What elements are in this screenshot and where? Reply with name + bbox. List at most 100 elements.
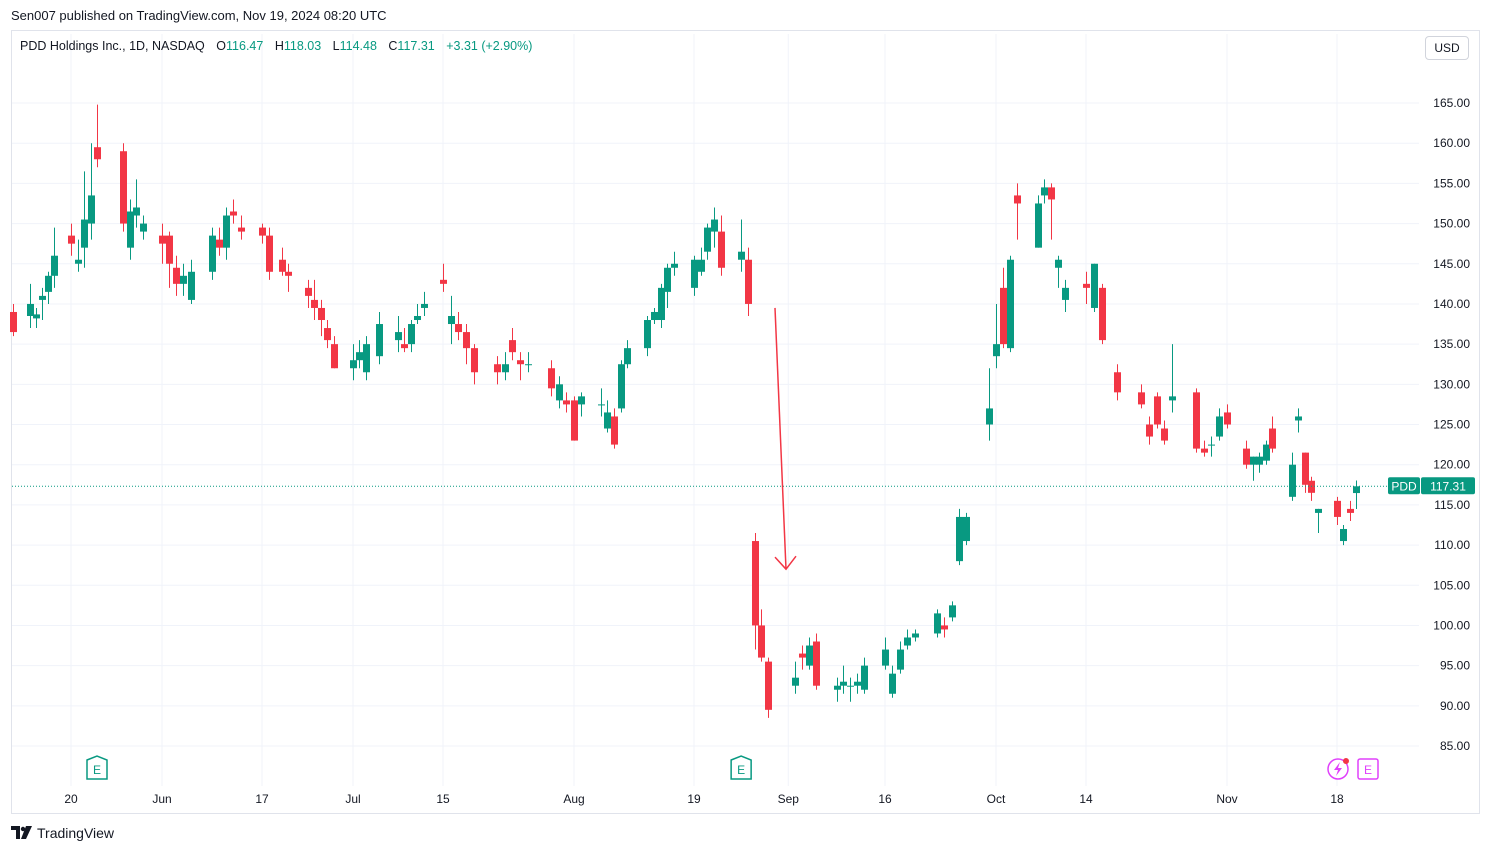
candles <box>10 104 1360 718</box>
candle <box>1035 195 1042 248</box>
earnings-marker-label: E <box>737 763 745 777</box>
candle-body <box>1161 428 1168 441</box>
candle <box>604 400 611 433</box>
candle <box>285 263 292 292</box>
candle <box>1014 183 1021 240</box>
price-tick-label: 120.00 <box>1433 458 1470 472</box>
candle <box>758 609 765 662</box>
candle <box>1347 500 1354 521</box>
candle <box>658 283 665 329</box>
candle <box>133 179 140 228</box>
high-label: H <box>274 39 284 53</box>
candle <box>1353 480 1360 510</box>
upcoming-events[interactable]: E <box>1327 758 1379 780</box>
candle <box>1154 392 1161 429</box>
flash-icon-dot <box>1343 758 1349 764</box>
tradingview-logo-icon <box>11 826 32 839</box>
upcoming-earnings-marker[interactable]: E <box>1357 758 1379 780</box>
last-price-tag[interactable]: PDD 117.31 <box>1388 477 1475 495</box>
candle-body <box>624 348 631 365</box>
price-tick-label: 165.00 <box>1433 96 1470 110</box>
symbol-legend[interactable]: PDD Holdings Inc., 1D, NASDAQ O116.47 H1… <box>20 39 532 53</box>
candle-body <box>209 235 216 272</box>
candle <box>266 227 273 280</box>
time-tick-label: Nov <box>1216 792 1237 806</box>
candle <box>1269 416 1276 453</box>
candle-body <box>651 311 658 321</box>
time-axis[interactable]: 20 Jun 17 Jul 15 Aug 19 Sep 16 Oct 14 Nov 18 <box>12 786 1419 806</box>
earnings-marker[interactable]: E <box>730 755 752 780</box>
candle-body <box>27 303 34 316</box>
currency-button[interactable]: USD <box>1425 36 1469 60</box>
candle-body <box>509 340 516 353</box>
chart-frame[interactable] <box>11 30 1480 814</box>
candle-body <box>912 633 919 638</box>
candle-body <box>502 364 509 373</box>
candle <box>305 279 312 308</box>
candle <box>324 320 331 349</box>
candle-body <box>448 315 455 325</box>
candle-body <box>904 637 911 646</box>
candle <box>1099 283 1106 345</box>
candle <box>598 388 605 417</box>
candle-body <box>81 219 88 248</box>
candle <box>792 661 799 694</box>
upcoming-earnings-label: E <box>1364 763 1372 777</box>
candle-body <box>949 605 956 618</box>
tradingview-logo[interactable]: TradingView <box>11 825 114 841</box>
change-value: +3.31 (+2.90%) <box>446 39 533 53</box>
candle-body <box>934 613 941 634</box>
candle-body <box>1169 396 1176 401</box>
candle-body <box>188 271 195 300</box>
annotation-arrow[interactable] <box>774 307 797 571</box>
candle <box>33 307 40 329</box>
candle-body <box>68 235 75 244</box>
time-tick-label: 17 <box>255 792 269 806</box>
candle-body <box>598 404 605 406</box>
candle-body <box>1243 448 1250 465</box>
candle <box>414 303 421 325</box>
candle <box>949 601 956 622</box>
candle <box>889 665 896 698</box>
time-tick-label: Jul <box>345 792 360 806</box>
candle-body <box>671 263 678 268</box>
candle <box>840 665 847 694</box>
price-tick-label: 95.00 <box>1440 659 1470 673</box>
candle-body <box>159 235 166 244</box>
candle-body <box>847 685 854 687</box>
candle-body <box>1035 203 1042 248</box>
flash-icon[interactable] <box>1327 758 1349 780</box>
candle-body <box>140 223 147 232</box>
candle-body <box>792 677 799 686</box>
candle <box>1048 183 1055 240</box>
candle-body <box>758 625 765 658</box>
candle-body <box>1315 508 1322 513</box>
candle <box>94 104 101 168</box>
candle-body <box>279 259 286 272</box>
candle-body <box>45 275 52 292</box>
time-tick-label: Jun <box>152 792 171 806</box>
candle-body <box>806 645 813 666</box>
candle-body <box>563 400 570 405</box>
low-value: 114.48 <box>339 39 377 53</box>
arrow-shaft <box>774 307 787 570</box>
candle-body <box>1154 396 1161 425</box>
candle-body <box>356 352 363 361</box>
price-axis[interactable]: 85.00 90.00 95.00 100.00 105.00 110.00 115.00 1… <box>1433 96 1470 753</box>
candle <box>216 227 223 256</box>
candle-body <box>548 368 555 389</box>
candle-body <box>963 516 970 542</box>
candle-body <box>571 400 578 441</box>
candle-body <box>401 344 408 349</box>
candle <box>525 352 532 373</box>
candle <box>799 645 806 670</box>
candle-body <box>266 235 273 272</box>
earnings-marker-shape <box>86 755 108 780</box>
candle <box>986 368 993 441</box>
candle-body <box>10 311 17 333</box>
earnings-marker[interactable]: E <box>86 755 108 780</box>
price-tick-label: 145.00 <box>1433 257 1470 271</box>
candle <box>912 629 919 642</box>
candle <box>664 263 671 308</box>
